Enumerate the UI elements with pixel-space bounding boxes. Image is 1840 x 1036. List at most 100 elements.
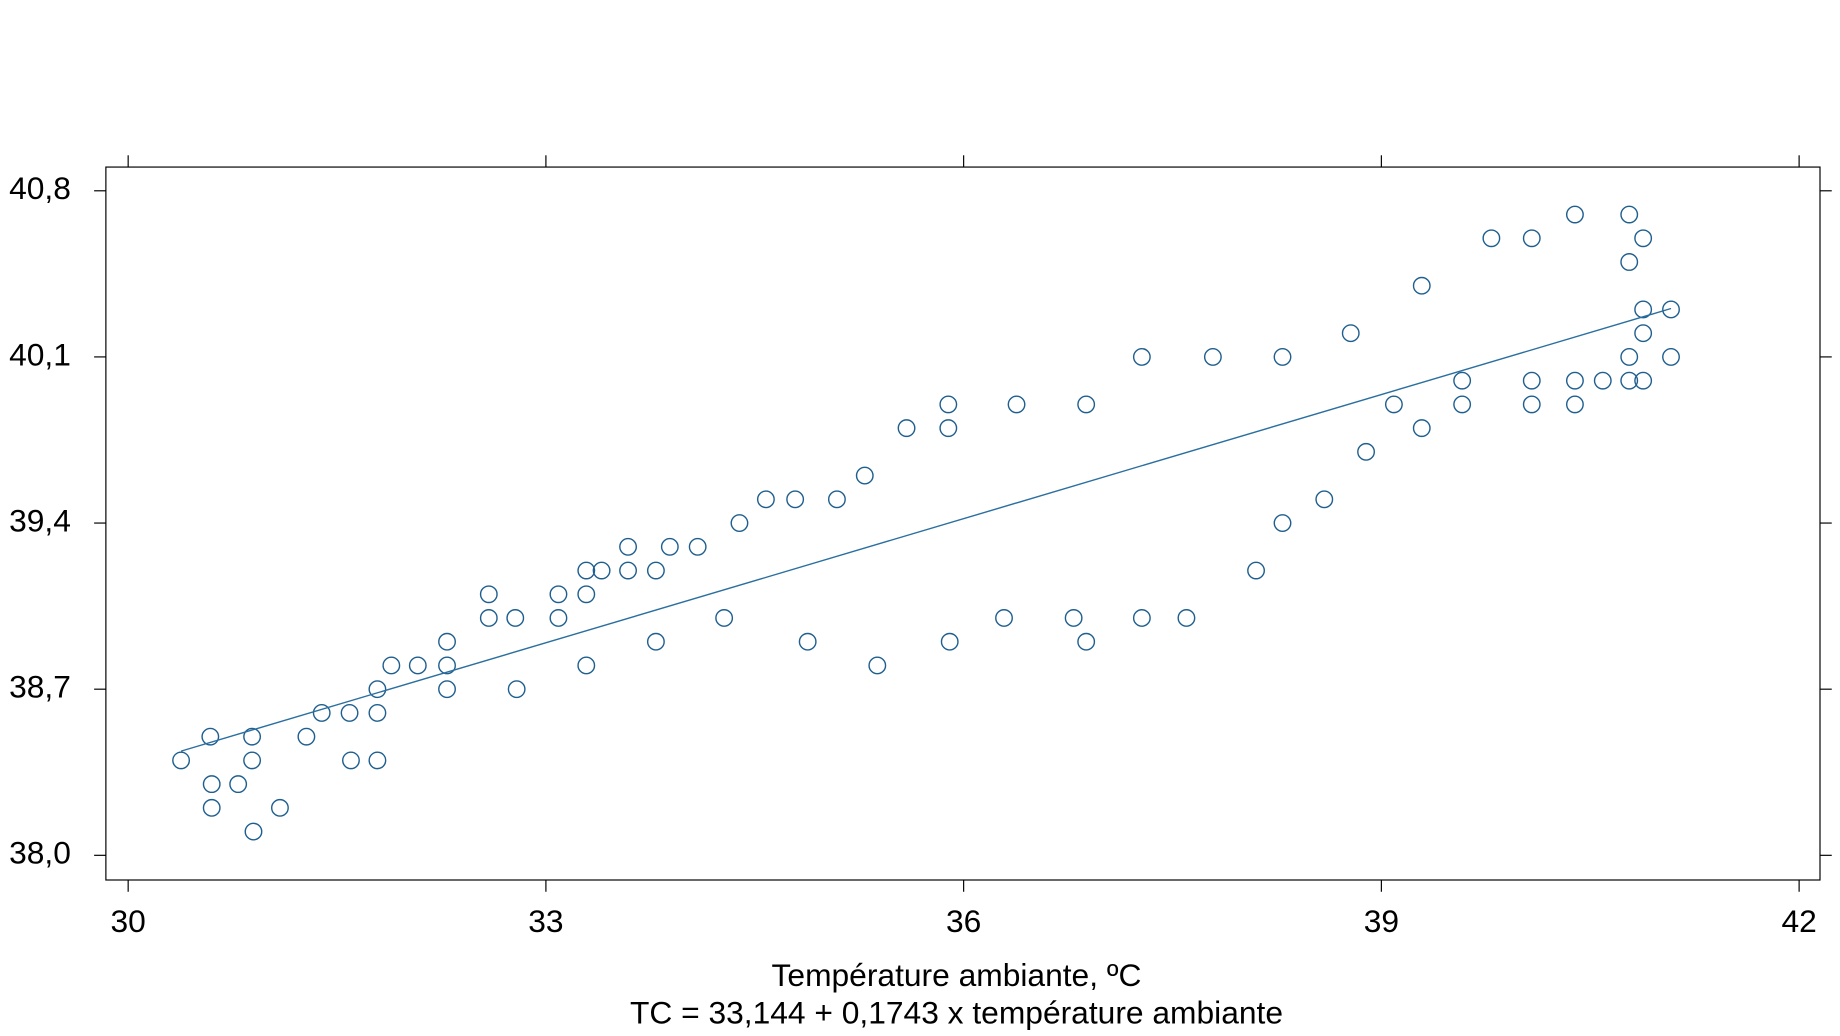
- data-point: [1384, 395, 1403, 414]
- data-point: [855, 466, 874, 485]
- data-point: [730, 514, 749, 532]
- data-point: [549, 585, 568, 604]
- data-point: [619, 561, 637, 580]
- data-point: [1565, 371, 1584, 390]
- y-tick-label: 40,1: [9, 336, 71, 372]
- data-point: [438, 632, 456, 651]
- data-point: [342, 751, 360, 770]
- data-point: [1357, 442, 1375, 461]
- data-point: [312, 703, 331, 722]
- data-point: [1565, 395, 1584, 414]
- data-point: [202, 775, 221, 794]
- data-point: [1315, 490, 1334, 509]
- data-point: [646, 561, 665, 580]
- x-tick-label: 36: [946, 903, 981, 939]
- data-point: [1522, 229, 1541, 248]
- data-point: [1412, 276, 1431, 295]
- data-point: [1007, 395, 1026, 414]
- data-point: [244, 822, 263, 841]
- data-point: [619, 537, 637, 556]
- x-tick-label: 30: [110, 903, 145, 939]
- data-point: [827, 490, 846, 509]
- data-point: [549, 609, 568, 627]
- x-tick-label: 42: [1781, 903, 1816, 939]
- data-point: [1132, 609, 1151, 627]
- data-point: [1341, 324, 1360, 343]
- data-point: [786, 490, 805, 509]
- regression-line: [180, 307, 1672, 752]
- data-point: [202, 798, 221, 817]
- data-point: [1565, 205, 1584, 224]
- data-point: [1453, 371, 1472, 390]
- data-point: [1593, 371, 1612, 390]
- data-point: [1453, 395, 1472, 414]
- data-point: [1273, 514, 1292, 532]
- plot-frame: [105, 166, 1821, 881]
- data-point: [243, 727, 262, 746]
- x-tick-label: 33: [528, 903, 563, 939]
- data-point: [368, 680, 387, 699]
- data-point: [507, 680, 526, 699]
- data-point: [1662, 347, 1680, 366]
- data-point: [1662, 300, 1680, 319]
- data-point: [1620, 205, 1639, 224]
- data-point: [201, 727, 220, 746]
- data-point: [577, 561, 596, 580]
- y-tick-label: 39,4: [9, 502, 71, 538]
- data-point: [1620, 347, 1639, 366]
- data-point: [408, 656, 427, 675]
- y-tick-label: 38,7: [9, 669, 71, 705]
- data-point: [1077, 632, 1096, 651]
- data-point: [646, 632, 665, 651]
- data-point: [940, 632, 959, 651]
- data-point: [1634, 371, 1653, 390]
- data-point: [1522, 371, 1541, 390]
- data-point: [939, 419, 958, 438]
- data-point: [479, 609, 498, 627]
- data-point: [995, 609, 1013, 627]
- data-point: [243, 751, 262, 770]
- data-point: [368, 751, 387, 770]
- data-point: [438, 680, 456, 699]
- data-point: [479, 585, 498, 604]
- data-point: [1634, 324, 1653, 343]
- data-point: [1064, 609, 1083, 627]
- data-point: [897, 419, 916, 438]
- data-point: [297, 727, 316, 746]
- data-point: [688, 537, 707, 556]
- data-point: [229, 775, 248, 794]
- data-point: [382, 656, 401, 675]
- data-point: [1482, 229, 1501, 248]
- data-point: [939, 395, 958, 414]
- data-point: [1203, 347, 1222, 366]
- data-point: [438, 656, 456, 675]
- data-point: [270, 798, 289, 817]
- data-point: [798, 632, 817, 651]
- data-point: [868, 656, 887, 675]
- data-point: [1620, 253, 1639, 271]
- data-point: [1177, 609, 1196, 627]
- x-axis-label: Température ambiante, ºC: [772, 957, 1142, 993]
- data-point: [660, 537, 679, 556]
- data-point: [1412, 419, 1431, 438]
- data-point: [506, 609, 525, 627]
- y-tick-label: 40,8: [9, 170, 71, 206]
- x-tick-label: 39: [1364, 903, 1399, 939]
- data-point: [1634, 229, 1653, 248]
- data-point: [592, 561, 611, 580]
- data-point: [1273, 347, 1292, 366]
- data-point: [715, 609, 734, 627]
- data-point: [577, 585, 596, 604]
- regression-equation: TC = 33,144 + 0,1743 x température ambia…: [630, 995, 1283, 1031]
- data-point: [1132, 347, 1151, 366]
- data-point: [1620, 371, 1639, 390]
- data-point: [340, 703, 359, 722]
- data-point: [1634, 300, 1653, 319]
- data-point: [577, 656, 596, 675]
- data-point: [1247, 561, 1265, 580]
- data-point: [1522, 395, 1541, 414]
- data-point: [1077, 395, 1096, 414]
- data-point: [368, 703, 387, 722]
